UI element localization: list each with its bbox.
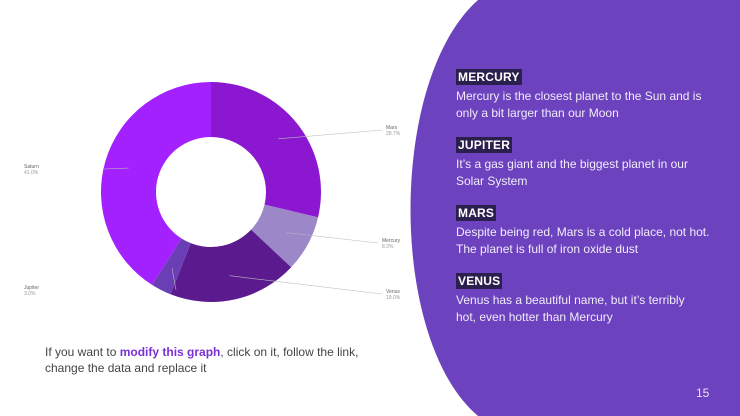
caption-link[interactable]: modify this graph [119,345,221,359]
slice-label-venus: Venus [386,289,400,295]
slice-value-mars: 28.7% [386,131,401,137]
slice-value-mercury: 8.3% [382,244,394,250]
slice-value-venus: 19.0% [386,295,401,301]
donut-slice-saturn[interactable] [101,82,211,285]
item-title: MARS [456,205,497,221]
donut-slice-jupiter[interactable] [152,238,191,295]
donut-slice-mars[interactable] [211,82,321,218]
page-number: 15 [696,386,710,400]
desc-line: Mercury is the closest planet to the Sun… [456,89,702,103]
info-item-jupiter: JUPITER It’s a gas giant and the biggest… [456,136,731,190]
item-description: It’s a gas giant and the biggest planet … [456,156,731,190]
panel-background [410,0,740,416]
slice-label-saturn: Saturn [24,164,39,170]
slice-label-jupiter: Jupiter [24,285,39,291]
leader-line-mars [278,129,383,140]
leader-line-jupiter [171,268,177,291]
desc-line: It’s a gas giant and the biggest planet … [456,157,688,171]
caption-text: If you want to modify this graph, click … [45,344,375,376]
leader-line-mercury [286,232,379,244]
leader-line-venus [229,275,383,295]
desc-line: hot, even hotter than Mercury [456,310,613,324]
slice-label-mars: Mars [386,125,398,131]
item-title: VENUS [456,273,503,289]
desc-line: Venus has a beautiful name, but it’s ter… [456,293,685,307]
item-description: Venus has a beautiful name, but it’s ter… [456,292,731,326]
item-description: Mercury is the closest planet to the Sun… [456,88,731,122]
slice-label-mercury: Mercury [382,238,401,244]
donut-slice-mercury[interactable] [251,204,319,268]
item-title: JUPITER [456,137,513,153]
info-item-venus: VENUS Venus has a beautiful name, but it… [456,272,731,326]
donut-slice-venus[interactable] [170,229,292,302]
item-description: Despite being red, Mars is a cold place,… [456,224,731,258]
item-title: MERCURY [456,69,522,85]
caption-text-start: If you want to [45,345,120,359]
desc-line: Despite being red, Mars is a cold place,… [456,225,710,239]
desc-line: Solar System [456,174,528,188]
info-item-mars: MARS Despite being red, Mars is a cold p… [456,204,731,258]
info-item-mercury: MERCURY Mercury is the closest planet to… [456,68,731,122]
desc-line: The planet is full of iron oxide dust [456,242,639,256]
leader-line-saturn [103,167,129,170]
desc-line: only a bit larger than our Moon [456,106,619,120]
caption-text-end: , click on it, follow the link, change t… [45,345,359,375]
slice-value-saturn: 41.0% [24,170,39,176]
slice-value-jupiter: 3.0% [24,291,36,297]
